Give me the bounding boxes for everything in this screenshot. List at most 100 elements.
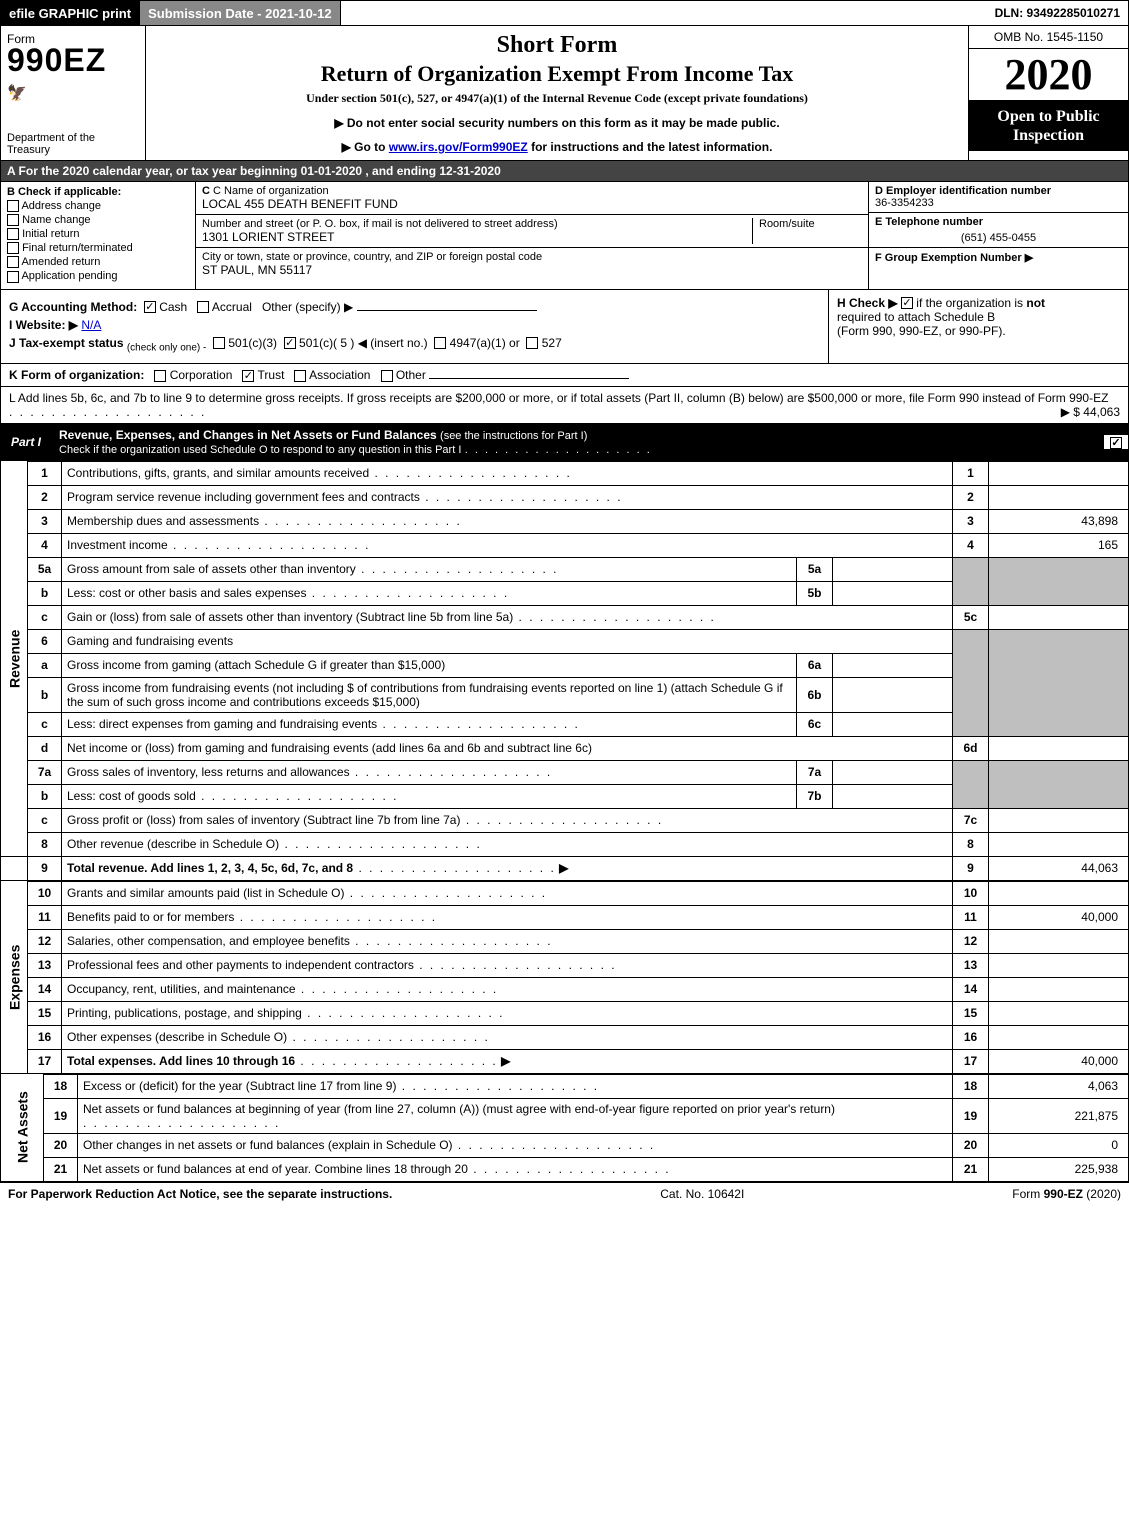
header-left: Form 990EZ 🦅 Department of the Treasury (1, 26, 146, 160)
form-number: 990EZ (7, 42, 139, 79)
sub-amount-5b (833, 581, 953, 605)
table-row: 19Net assets or fund balances at beginni… (1, 1098, 1129, 1133)
part-i-title: Revenue, Expenses, and Changes in Net As… (59, 428, 437, 442)
department-label: Department of the Treasury (7, 132, 139, 156)
instructions-link[interactable]: www.irs.gov/Form990EZ (389, 140, 528, 154)
dln-label: DLN: 93492285010271 (987, 1, 1128, 25)
website-value[interactable]: N/A (81, 318, 101, 332)
chk-other-org[interactable] (381, 370, 393, 382)
chk-name-change[interactable]: Name change (7, 214, 189, 226)
line-amount (989, 461, 1129, 485)
return-title: Return of Organization Exempt From Incom… (156, 61, 958, 87)
paperwork-notice: For Paperwork Reduction Act Notice, see … (8, 1187, 392, 1201)
l-gross-receipts: L Add lines 5b, 6c, and 7b to line 9 to … (0, 387, 1129, 424)
tax-year: 2020 (969, 49, 1128, 101)
omb-number: OMB No. 1545-1150 (969, 26, 1128, 49)
expenses-table: Expenses 10 Grants and similar amounts p… (0, 881, 1129, 1074)
header-right: OMB No. 1545-1150 2020 Open to Public In… (968, 26, 1128, 160)
line-a-tax-year: A For the 2020 calendar year, or tax yea… (0, 161, 1129, 182)
entity-info-block: B Check if applicable: Address change Na… (0, 182, 1129, 290)
table-row: 5a Gross amount from sale of assets othe… (1, 557, 1129, 581)
instructions-line: ▶ Go to www.irs.gov/Form990EZ for instru… (156, 140, 958, 154)
sub-amount-6a (833, 653, 953, 677)
chk-address-change[interactable]: Address change (7, 200, 189, 212)
sub-amount-5a (833, 557, 953, 581)
table-row: 11Benefits paid to or for members1140,00… (1, 905, 1129, 929)
instr-prefix: ▶ Go to (342, 140, 389, 154)
table-row: 15Printing, publications, postage, and s… (1, 1001, 1129, 1025)
chk-cash[interactable] (144, 301, 156, 313)
table-row: Expenses 10 Grants and similar amounts p… (1, 881, 1129, 905)
g-accounting-method: G Accounting Method: Cash Accrual Other … (9, 300, 820, 314)
header-center: Short Form Return of Organization Exempt… (146, 26, 968, 160)
chk-4947[interactable] (434, 337, 446, 349)
chk-final-return[interactable]: Final return/terminated (7, 242, 189, 254)
form-header: Form 990EZ 🦅 Department of the Treasury … (0, 26, 1129, 161)
table-row: 14Occupancy, rent, utilities, and mainte… (1, 977, 1129, 1001)
chk-accrual[interactable] (197, 301, 209, 313)
city-state-zip: ST PAUL, MN 55117 (202, 263, 312, 277)
table-row: c Gross profit or (loss) from sales of i… (1, 808, 1129, 832)
org-name: LOCAL 455 DEATH BENEFIT FUND (202, 197, 398, 211)
chk-corporation[interactable] (154, 370, 166, 382)
table-row: 21Net assets or fund balances at end of … (1, 1157, 1129, 1181)
table-row: Revenue 1 Contributions, gifts, grants, … (1, 461, 1129, 485)
side-label-expenses: Expenses (1, 881, 28, 1073)
table-row: 7a Gross sales of inventory, less return… (1, 760, 1129, 784)
l-amount: ▶ $ 44,063 (1061, 405, 1120, 419)
line-ref: 1 (953, 461, 989, 485)
efile-print-button[interactable]: efile GRAPHIC print (1, 1, 140, 25)
b-label: B Check if applicable: (7, 186, 189, 198)
table-row: 17Total expenses. Add lines 10 through 1… (1, 1049, 1129, 1073)
e-telephone: E Telephone number (651) 455-0455 (869, 213, 1128, 248)
form-ref: Form 990-EZ (2020) (1012, 1187, 1121, 1201)
sub-amount-7b (833, 784, 953, 808)
chk-501c3[interactable] (213, 337, 225, 349)
table-row: 12Salaries, other compensation, and empl… (1, 929, 1129, 953)
chk-schedule-b-not-required[interactable] (901, 297, 913, 309)
phone-value: (651) 455-0455 (875, 228, 1122, 244)
part-i-title-note: (see the instructions for Part I) (440, 430, 587, 442)
top-toolbar: efile GRAPHIC print Submission Date - 20… (0, 0, 1129, 26)
sub-amount-7a (833, 760, 953, 784)
chk-association[interactable] (294, 370, 306, 382)
part-i-header: Part I Revenue, Expenses, and Changes in… (0, 424, 1129, 461)
revenue-table: Revenue 1 Contributions, gifts, grants, … (0, 461, 1129, 881)
under-section-text: Under section 501(c), 527, or 4947(a)(1)… (156, 91, 958, 106)
submission-date-label: Submission Date - 2021-10-12 (140, 1, 341, 25)
sub-amount-6b (833, 677, 953, 712)
table-row: 16Other expenses (describe in Schedule O… (1, 1025, 1129, 1049)
chk-501c[interactable] (284, 337, 296, 349)
line-num: 1 (28, 461, 62, 485)
k-form-of-organization: K Form of organization: Corporation Trus… (0, 364, 1129, 387)
chk-application-pending[interactable]: Application pending (7, 270, 189, 282)
net-assets-table: Net Assets 18 Excess or (deficit) for th… (0, 1074, 1129, 1182)
h-schedule-b: H Check ▶ if the organization is not req… (828, 290, 1128, 363)
chk-trust[interactable] (242, 370, 254, 382)
table-row: 20Other changes in net assets or fund ba… (1, 1133, 1129, 1157)
city-label: City or town, state or province, country… (202, 251, 542, 263)
chk-527[interactable] (526, 337, 538, 349)
d-ein: D Employer identification number 36-3354… (869, 182, 1128, 213)
chk-amended-return[interactable]: Amended return (7, 256, 189, 268)
table-row: d Net income or (loss) from gaming and f… (1, 736, 1129, 760)
room-suite-label: Room/suite (752, 218, 862, 244)
section-b: B Check if applicable: Address change Na… (1, 182, 196, 289)
table-row: 2 Program service revenue including gove… (1, 485, 1129, 509)
section-c: C C Name of organization LOCAL 455 DEATH… (196, 182, 868, 289)
part-i-schedule-o-checkbox[interactable] (1104, 435, 1128, 449)
catalog-number: Cat. No. 10642I (660, 1187, 744, 1201)
table-row: c Gain or (loss) from sale of assets oth… (1, 605, 1129, 629)
ssn-warning: ▶ Do not enter social security numbers o… (156, 116, 958, 130)
table-row: 8 Other revenue (describe in Schedule O)… (1, 832, 1129, 856)
ein-value: 36-3354233 (875, 197, 1122, 209)
treasury-seal-icon: 🦅 (7, 83, 139, 103)
ghij-block: G Accounting Method: Cash Accrual Other … (0, 290, 1129, 364)
chk-initial-return[interactable]: Initial return (7, 228, 189, 240)
toolbar-spacer (341, 1, 987, 25)
instr-suffix: for instructions and the latest informat… (528, 140, 773, 154)
line-desc: Contributions, gifts, grants, and simila… (62, 461, 953, 485)
street-address: 1301 LORIENT STREET (202, 230, 335, 244)
table-row: 4 Investment income 4 165 (1, 533, 1129, 557)
j-tax-exempt-status: J Tax-exempt status (check only one) - 5… (9, 336, 820, 353)
